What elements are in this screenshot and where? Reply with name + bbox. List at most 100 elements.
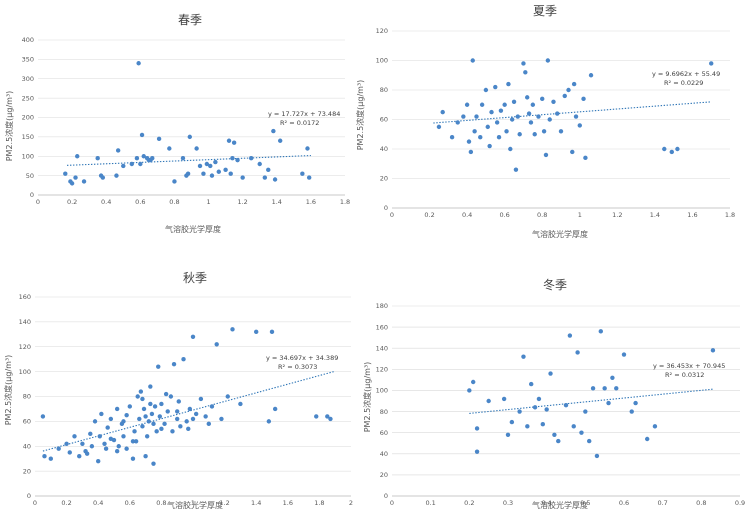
data-point: [124, 412, 129, 418]
data-point: [208, 163, 213, 169]
data-point: [100, 175, 106, 180]
chart-panel-3: 0 20 40 60 80 100 120 140 160 180 0 0.1 0.2 0.3 0.4 0.5…: [362, 277, 745, 510]
x-tick-label: 0.9: [735, 499, 745, 507]
x-tick-label: 0.5: [580, 499, 590, 507]
x-tick-label: 0: [390, 499, 394, 507]
data-point: [662, 146, 667, 152]
y-axis-title: PM2.5浓度(μg/m³): [355, 80, 365, 151]
data-point: [127, 404, 132, 409]
trend-equation: y = 34.697x + 34.389: [266, 354, 338, 362]
data-point: [64, 441, 69, 446]
data-point: [571, 424, 576, 429]
data-point: [471, 379, 476, 385]
data-point: [314, 414, 319, 419]
data-point: [501, 396, 507, 402]
data-point: [485, 124, 490, 130]
data-point: [461, 114, 466, 119]
data-point: [532, 405, 538, 410]
data-point: [504, 129, 509, 134]
trendline: [433, 101, 712, 124]
data-point: [114, 406, 120, 412]
y-tick-label: 0: [384, 204, 388, 212]
data-point: [135, 394, 140, 399]
chart-title: 夏季: [533, 4, 557, 18]
data-point: [502, 102, 507, 107]
x-tick-label: 1.8: [340, 198, 350, 206]
data-point: [102, 441, 107, 446]
data-point: [552, 432, 557, 437]
data-point: [219, 416, 224, 422]
data-point: [194, 146, 199, 151]
data-point: [124, 446, 129, 451]
data-point: [116, 444, 121, 449]
chart-title: 冬季: [543, 277, 567, 292]
data-point: [536, 396, 542, 402]
data-point: [72, 434, 77, 439]
data-point: [479, 102, 485, 107]
y-tick-label: 0: [30, 191, 34, 199]
data-point: [171, 361, 177, 367]
data-point: [269, 329, 275, 335]
x-tick-label: 0.4: [541, 499, 551, 507]
data-point: [216, 169, 221, 174]
data-point: [581, 96, 586, 102]
data-point: [115, 148, 121, 153]
data-point: [594, 453, 600, 459]
y-tick-label: 60: [380, 116, 388, 124]
y-tick-label: 80: [23, 393, 31, 401]
data-point: [137, 416, 142, 422]
data-point: [209, 404, 215, 409]
data-point: [95, 155, 100, 161]
x-axis-title: 气溶胶光学厚度: [165, 224, 221, 234]
y-tick-label: 120: [376, 27, 388, 35]
data-point: [440, 109, 445, 115]
data-point: [132, 429, 137, 434]
x-tick-label: 1.2: [237, 198, 247, 206]
data-point: [606, 400, 611, 406]
data-point: [544, 407, 549, 412]
data-point: [129, 161, 135, 167]
data-point: [325, 414, 330, 419]
x-tick-label: 0.3: [503, 499, 513, 507]
data-point: [187, 134, 192, 140]
data-point: [181, 356, 186, 362]
data-point: [583, 409, 588, 414]
y-axis-title: PM2.5浓度(μg/m³): [362, 362, 372, 433]
data-point: [496, 135, 502, 140]
data-point: [466, 139, 472, 144]
data-point: [266, 167, 271, 173]
data-point: [130, 439, 136, 444]
y-axis-title: PM2.5浓度(μg/m³): [4, 91, 14, 162]
data-point: [486, 398, 491, 404]
data-point: [525, 424, 530, 429]
data-point: [198, 396, 204, 402]
data-point: [551, 99, 556, 105]
data-point: [140, 424, 145, 429]
y-tick-label: 60: [23, 418, 31, 426]
y-tick-label: 180: [376, 302, 388, 310]
data-point: [567, 333, 573, 338]
trend-r2: R² = 0.0312: [665, 371, 704, 379]
data-point: [563, 403, 569, 408]
data-point: [190, 416, 196, 422]
data-point: [277, 138, 283, 143]
y-tick-label: 100: [376, 57, 388, 65]
data-point: [489, 109, 494, 115]
data-point: [614, 386, 619, 391]
data-point: [262, 175, 268, 180]
data-point: [528, 120, 534, 125]
data-point: [146, 419, 151, 424]
x-tick-label: 0.6: [499, 211, 509, 219]
data-point: [148, 384, 153, 389]
data-point: [472, 129, 477, 134]
data-point: [206, 421, 211, 427]
data-point: [139, 132, 145, 138]
data-point: [67, 450, 72, 455]
data-point: [88, 431, 93, 437]
data-point: [610, 375, 615, 380]
data-point: [143, 454, 148, 459]
data-point: [257, 161, 262, 167]
data-point: [468, 149, 474, 155]
data-point: [455, 120, 460, 125]
